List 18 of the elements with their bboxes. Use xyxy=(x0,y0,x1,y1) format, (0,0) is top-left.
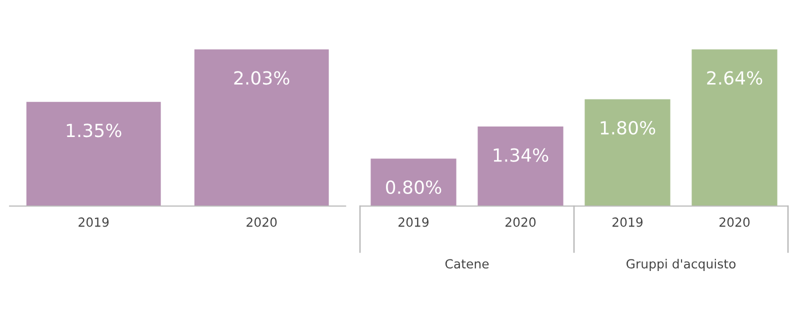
x-tick-label: 2020 xyxy=(246,217,277,227)
x-tick-label: 2019 xyxy=(612,217,643,227)
bar xyxy=(370,158,456,206)
data-label: 1.34% xyxy=(494,148,548,162)
bar xyxy=(584,99,670,206)
bar xyxy=(692,49,778,206)
data-label: 1.80% xyxy=(600,120,656,135)
data-label: 1.35% xyxy=(66,124,122,138)
data-label: 0.80% xyxy=(386,180,442,194)
data-label: 2.64% xyxy=(707,71,762,85)
bar xyxy=(478,126,564,206)
text: Catene xyxy=(445,259,489,269)
x-tick-label: 2020 xyxy=(506,217,536,227)
x-tick-label: 2019 xyxy=(398,217,429,227)
text: Gruppi d'acquisto xyxy=(626,258,736,271)
x-tick-label: 2019 xyxy=(78,217,109,227)
data-label: 2.03% xyxy=(234,71,290,85)
x-tick-label: 2020 xyxy=(720,217,750,227)
